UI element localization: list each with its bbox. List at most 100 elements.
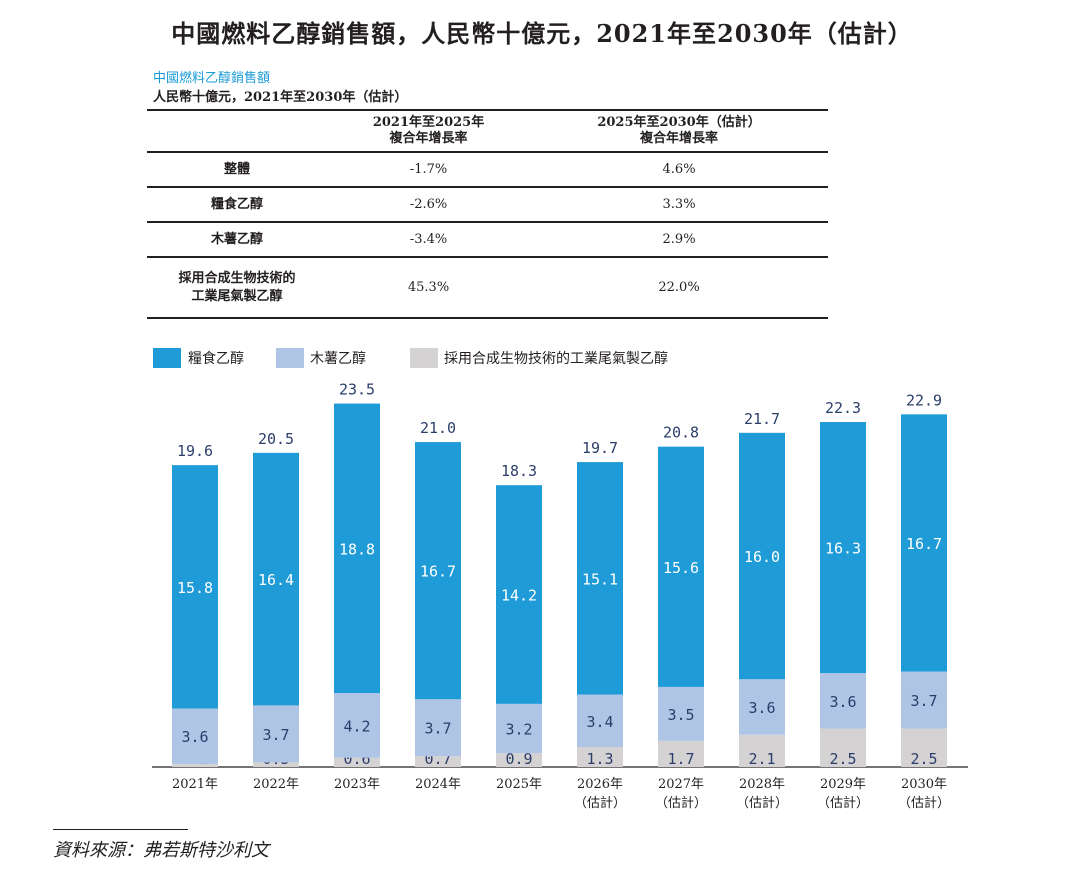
bar-value-label: 16.0 — [744, 548, 780, 566]
bar-value-label: 16.7 — [906, 535, 942, 553]
bar-value-label: 3.5 — [667, 706, 694, 724]
bar-segment — [658, 446, 704, 687]
bar-segment — [496, 753, 542, 767]
bar-segment — [901, 728, 947, 767]
bar-segment — [739, 432, 785, 680]
row-label-line: 工業尾氣製乙醇 — [191, 288, 283, 304]
bar-value-label: 14.2 — [501, 587, 537, 605]
row-label: 採用合成生物技術的 工業尾氣製乙醇 — [147, 257, 327, 319]
bar-value-label: 3.6 — [181, 728, 208, 746]
bar-total-label: 22.9 — [906, 391, 942, 409]
x-tick-label: 2025年 — [496, 777, 542, 792]
bar-segment — [901, 671, 947, 729]
table-title: 中國燃料乙醇銷售額 — [153, 71, 271, 86]
bar-segment — [901, 414, 947, 672]
bar-value-label: 4.2 — [343, 717, 370, 735]
bar-value-label: 16.3 — [825, 540, 861, 558]
bar-segment — [415, 756, 461, 767]
bar-segment — [415, 442, 461, 700]
x-tick-label: （估計） — [655, 795, 707, 811]
bar-value-label: 15.1 — [582, 570, 618, 588]
header-line: 複合年增長率 — [640, 131, 719, 146]
bar-segment — [172, 465, 218, 709]
legend-label: 糧食乙醇 — [188, 350, 244, 367]
bar-segment — [334, 403, 380, 694]
header-line: 2025年至2030年（估計） — [597, 115, 761, 130]
bar-value-label: 16.7 — [420, 563, 456, 581]
bar-segment — [739, 734, 785, 767]
bar-segment — [739, 679, 785, 735]
x-tick-label: （估計） — [736, 795, 788, 811]
bar-segment — [577, 462, 623, 695]
cagr-cell: -2.6% — [327, 187, 531, 223]
legend-swatch — [153, 348, 181, 368]
bar-value-label: 1.3 — [586, 750, 613, 768]
table-row: 整體 -1.7% 4.6% — [147, 152, 828, 188]
bar-segment — [577, 746, 623, 767]
bar-segment — [172, 708, 218, 764]
bar-segment — [820, 422, 866, 674]
bar-value-label: 1.7 — [667, 750, 694, 768]
bar-value-label: 15.8 — [177, 579, 213, 597]
x-tick-label: 2026年 — [577, 777, 623, 792]
bar-total-label: 21.0 — [420, 419, 456, 437]
table-row: 糧食乙醇 -2.6% 3.3% — [147, 187, 828, 223]
bar-segment — [334, 757, 380, 767]
bar-segment — [334, 693, 380, 758]
header-line: 複合年增長率 — [389, 131, 468, 146]
bar-total-label: 23.5 — [339, 381, 375, 399]
row-label: 糧食乙醇 — [147, 187, 327, 223]
bar-segment — [496, 485, 542, 704]
bar-segment — [253, 452, 299, 706]
bar-total-label: 22.3 — [825, 399, 861, 417]
bar-total-label: 20.8 — [663, 424, 699, 442]
bar-value-label: 2.5 — [910, 750, 937, 768]
bar-segment — [253, 705, 299, 763]
table-unit-line: 人民幣十億元，2021年至2030年（估計） — [153, 90, 408, 105]
bar-total-label: 18.3 — [501, 462, 537, 480]
x-tick-label: 2022年 — [253, 777, 299, 792]
bar-value-label: 15.6 — [663, 559, 699, 577]
bar-segment — [658, 740, 704, 767]
bar-segment — [415, 699, 461, 757]
bar-total-label: 19.6 — [177, 442, 213, 460]
bar-segment — [658, 686, 704, 741]
row-label: 整體 — [147, 152, 327, 188]
cagr-cell: 22.0% — [530, 257, 828, 319]
cagr-cell: 2.9% — [530, 222, 828, 258]
page-title: 中國燃料乙醇銷售額，人民幣十億元，2021年至2030年（估計） — [171, 19, 913, 48]
bar-total-label: 20.5 — [258, 430, 294, 448]
x-tick-label: 2024年 — [415, 777, 461, 792]
x-tick-label: 2027年 — [658, 777, 704, 792]
row-label-line: 採用合成生物技術的 — [178, 270, 296, 286]
legend-label: 採用合成生物技術的工業尾氣製乙醇 — [444, 350, 668, 367]
cagr-cell: 45.3% — [327, 257, 531, 319]
cagr-table: 2021年至2025年 複合年增長率 2025年至2030年（估計） 複合年增長… — [147, 109, 828, 319]
table-header-cagr-2025-2030: 2025年至2030年（估計） 複合年增長率 — [530, 110, 828, 153]
x-tick-label: （估計） — [574, 795, 626, 811]
row-label: 木薯乙醇 — [147, 222, 327, 258]
x-tick-label: 2029年 — [820, 777, 866, 792]
bar-value-label: 18.8 — [339, 540, 375, 558]
bar-segment — [496, 703, 542, 754]
bar-value-label: 3.6 — [748, 699, 775, 717]
table-header-empty — [147, 110, 327, 153]
bar-segment — [577, 694, 623, 747]
cagr-cell: -1.7% — [327, 152, 531, 188]
table-header-cagr-2021-2025: 2021年至2025年 複合年增長率 — [327, 110, 531, 153]
bar-segment — [820, 673, 866, 729]
bar-value-label: 2.1 — [748, 750, 775, 768]
bar-value-label: 3.4 — [586, 713, 613, 731]
x-tick-label: （估計） — [898, 795, 950, 811]
bar-value-label: 3.6 — [829, 693, 856, 711]
bar-total-label: 21.7 — [744, 410, 780, 428]
x-tick-label: 2030年 — [901, 777, 947, 792]
cagr-cell: 4.6% — [530, 152, 828, 188]
cagr-cell: 3.3% — [530, 187, 828, 223]
bar-value-label: 3.7 — [910, 692, 937, 710]
cagr-cell: -3.4% — [327, 222, 531, 258]
legend-swatch — [276, 348, 304, 368]
source-note: 資料來源：弗若斯特沙利文 — [53, 840, 269, 861]
bar-value-label: 3.2 — [505, 721, 532, 739]
